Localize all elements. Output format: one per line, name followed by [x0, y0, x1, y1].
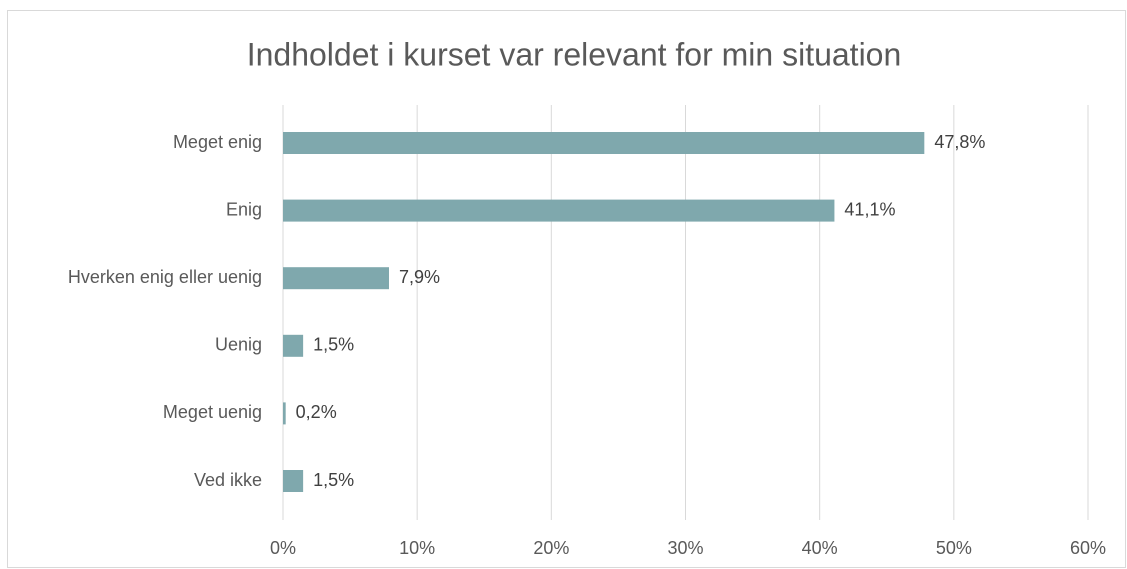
x-tick-label: 30% [667, 538, 703, 558]
chart-title: Indholdet i kurset var relevant for min … [247, 36, 902, 72]
category-label: Meget enig [173, 132, 262, 152]
value-label: 41,1% [844, 199, 895, 219]
bar [283, 132, 925, 154]
x-tick-label: 20% [533, 538, 569, 558]
x-tick-label: 60% [1070, 538, 1106, 558]
category-label: Enig [226, 199, 262, 219]
bar [283, 267, 389, 290]
x-tick-label: 40% [802, 538, 838, 558]
x-tick-label: 50% [936, 538, 972, 558]
category-label: Ved ikke [194, 470, 262, 490]
value-label: 0,2% [296, 402, 337, 422]
value-label: 1,5% [313, 470, 354, 490]
value-label: 1,5% [313, 335, 354, 355]
chart-border [7, 10, 1126, 568]
bar [283, 334, 304, 357]
x-tick-label: 10% [399, 538, 435, 558]
bar [283, 470, 304, 492]
value-label: 47,8% [934, 132, 985, 152]
category-label: Hverken enig eller uenig [68, 267, 262, 287]
x-tick-label: 0% [270, 538, 296, 558]
bar [283, 199, 835, 222]
category-label: Uenig [215, 335, 262, 355]
bar [283, 402, 286, 425]
value-label: 7,9% [399, 267, 440, 287]
category-label: Meget uenig [163, 402, 262, 422]
